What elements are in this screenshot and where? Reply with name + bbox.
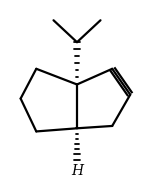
Text: H: H	[71, 163, 83, 178]
